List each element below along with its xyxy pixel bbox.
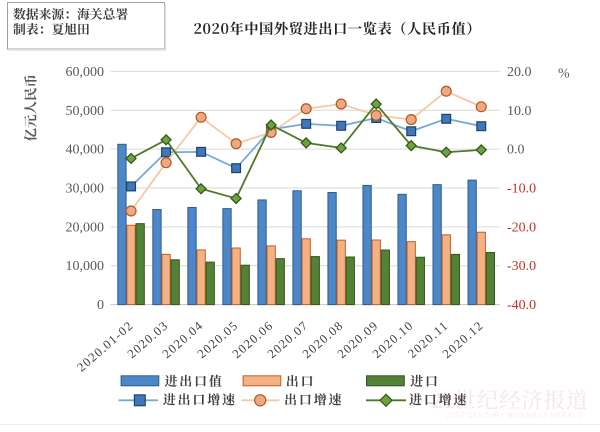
svg-text:50,000: 50,000	[66, 104, 105, 119]
svg-text:21ST CENTURY BUSINESS HERALD: 21ST CENTURY BUSINESS HERALD	[446, 413, 583, 420]
svg-text:0.0: 0.0	[507, 143, 525, 158]
svg-text:-30.0: -30.0	[507, 259, 536, 274]
svg-text:0: 0	[97, 298, 104, 313]
svg-text:%: %	[558, 67, 570, 82]
svg-text:21: 21	[432, 388, 454, 413]
svg-text:-20.0: -20.0	[507, 220, 536, 235]
svg-text:-40.0: -40.0	[507, 298, 536, 313]
svg-text:30,000: 30,000	[66, 182, 105, 197]
svg-text:40,000: 40,000	[66, 143, 105, 158]
svg-text:-10.0: -10.0	[507, 182, 536, 197]
svg-text:10.0: 10.0	[507, 104, 532, 119]
svg-text:20,000: 20,000	[66, 220, 105, 235]
svg-text:20.0: 20.0	[507, 65, 532, 80]
svg-text:10,000: 10,000	[66, 259, 105, 274]
svg-text:60,000: 60,000	[66, 65, 105, 80]
